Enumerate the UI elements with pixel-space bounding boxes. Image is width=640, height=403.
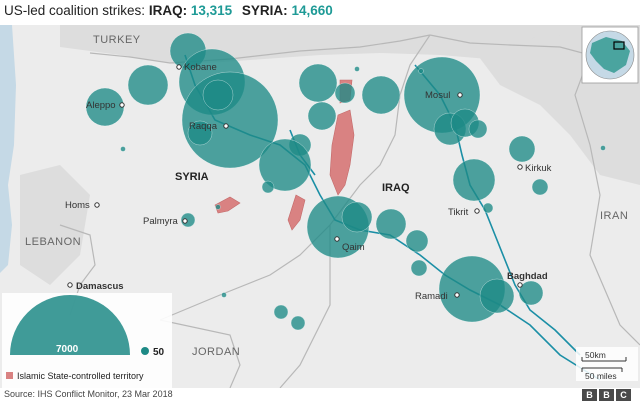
iraq-country-label: IRAQ [382, 182, 410, 194]
syria-label: SYRIA: [241, 3, 288, 18]
turkey-label: TURKEY [93, 34, 141, 46]
jordan-label: JORDAN [192, 346, 240, 358]
scale-miles-label: 50 miles [585, 371, 617, 381]
lebanon-label: LEBANON [25, 236, 81, 248]
map-title: US-led coalition strikes: IRAQ: 13,315 S… [4, 3, 333, 18]
mosul-label: Mosul [425, 90, 450, 101]
legend-large-value: 7000 [56, 344, 79, 355]
strike-circle-kirkuk-north [508, 135, 536, 163]
kirkuk-marker [517, 164, 523, 170]
iraq-label: IRAQ: [148, 3, 188, 18]
strike-circles [85, 32, 606, 331]
strike-circle-qaim-east [341, 201, 373, 233]
strike-circle-syria-small [261, 180, 275, 194]
strike-circle-kirkuk [531, 178, 549, 196]
scale-km-label: 50km [585, 350, 606, 360]
city-labels: Kobane Aleppo Raqqa Homs Palmyra Damascu… [65, 62, 552, 302]
raqqa-label: Raqqa [189, 121, 218, 132]
inset-highlight-box [613, 41, 625, 50]
strike-circle-hit [410, 259, 428, 277]
strike-circle-shaddadi [307, 101, 337, 131]
city-markers [67, 64, 523, 298]
strike-circle-aleppo-north [127, 64, 169, 106]
kobane-marker [176, 64, 182, 70]
scale-background [576, 347, 638, 381]
aleppo-label: Aleppo [86, 100, 116, 111]
legend-small-value: 50 [153, 347, 165, 358]
scale-bar: 50km 50 miles [576, 347, 638, 381]
legend-territory-label: Islamic State-controlled territory [17, 371, 144, 381]
syria-country-label: SYRIA [175, 171, 209, 183]
qaim-label: Qaim [342, 242, 365, 253]
strike-dot-6 [600, 145, 606, 151]
strike-circle-haditha [405, 229, 429, 253]
strike-dot-3 [418, 68, 424, 74]
strike-dot-1 [215, 204, 221, 210]
strike-dot-4 [120, 146, 126, 152]
aleppo-marker [119, 102, 125, 108]
strike-circle-fallujah [479, 278, 515, 314]
kobane-label: Kobane [184, 62, 217, 73]
strike-circle-iraq-desert-south [290, 315, 306, 331]
legend-large-circle [10, 295, 130, 355]
iraq-strike-count: 13,315 [190, 3, 233, 18]
kirkuk-label: Kirkuk [525, 163, 552, 174]
strike-circle-tikrit-west [452, 158, 496, 202]
strike-circle-syria-east [361, 75, 401, 115]
strike-circle-rawa [375, 208, 407, 240]
strike-circle-raqqa-east [202, 79, 234, 111]
map-area: TURKEY SYRIA IRAQ LEBANON JORDAN IRAN Ko… [0, 25, 640, 388]
homs-marker [94, 202, 100, 208]
damascus-label: Damascus [76, 281, 124, 292]
mediterranean-sea [0, 25, 16, 273]
strike-dot-2 [354, 66, 360, 72]
strike-dot-5 [221, 292, 227, 298]
tikrit-marker [474, 208, 480, 214]
palmyra-label: Palmyra [143, 216, 179, 227]
ramadi-marker [454, 292, 460, 298]
qaim-marker [334, 236, 340, 242]
strike-circle-baghdad-west [518, 280, 544, 306]
strike-circle-hasakah [298, 63, 338, 103]
locator-inset [581, 26, 639, 84]
strike-circle-iraq-desert [273, 304, 289, 320]
iran-label: IRAN [600, 210, 628, 222]
country-labels: TURKEY SYRIA IRAQ LEBANON JORDAN IRAN [25, 34, 628, 358]
baghdad-marker [517, 282, 523, 288]
strike-circle-tikrit [482, 202, 494, 214]
strike-circle-mosul-far-se [468, 119, 488, 139]
damascus-marker [67, 282, 73, 288]
source-credit: Source: IHS Conflict Monitor, 23 Mar 201… [4, 389, 173, 399]
strike-circle-tabqa [187, 120, 213, 146]
palmyra-marker [182, 218, 188, 224]
syria-strike-count: 14,660 [291, 3, 333, 18]
mosul-marker [457, 92, 463, 98]
map-svg: TURKEY SYRIA IRAQ LEBANON JORDAN IRAN Ko… [0, 25, 640, 388]
homs-label: Homs [65, 200, 90, 211]
raqqa-marker [223, 123, 229, 129]
ramadi-label: Ramadi [415, 291, 448, 302]
strike-circle-aleppo [85, 87, 125, 127]
baghdad-label: Baghdad [507, 271, 548, 282]
legend-small-circle [141, 347, 149, 355]
globe-land [590, 37, 630, 73]
legend-territory-swatch [6, 372, 13, 379]
strike-circle-sinjar [334, 82, 356, 104]
tikrit-label: Tikrit [448, 207, 469, 218]
legend: 7000 50 Islamic State-controlled territo… [2, 293, 172, 388]
strike-circle-deir-ez-zor [258, 138, 312, 192]
title-prefix: US-led coalition strikes: [4, 3, 146, 18]
